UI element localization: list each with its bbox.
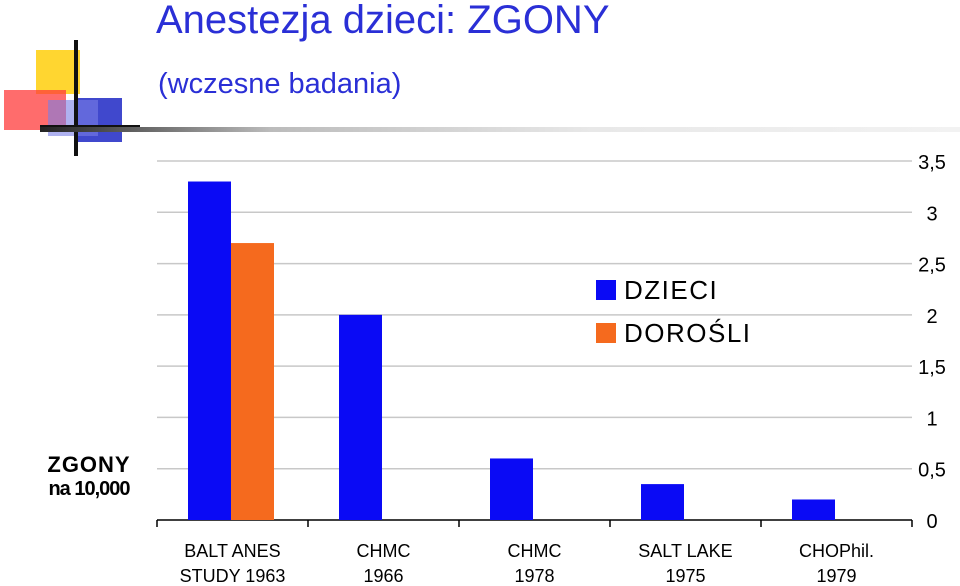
bar-dzieci — [641, 484, 684, 520]
y-axis-label-line1: ZGONY — [47, 452, 131, 477]
legend-label-dzieci: DZIECI — [624, 275, 718, 305]
bar-dzieci — [792, 499, 835, 520]
x-category-label-line1: CHOPhil. — [799, 541, 874, 561]
y-tick-label: 0,5 — [918, 460, 946, 482]
y-tick-label: 3 — [926, 203, 937, 225]
legend-swatch-dzieci — [596, 280, 616, 300]
legend-label-dorosli: DOROŚLI — [624, 318, 752, 348]
legend-swatch-dorosli — [596, 323, 616, 343]
y-tick-label: 3,5 — [918, 152, 946, 174]
page-subtitle: (wczesne badania) — [158, 68, 402, 100]
y-tick-label: 1,5 — [918, 357, 946, 379]
bar-dorosli — [231, 243, 274, 521]
bar-dzieci — [339, 314, 382, 520]
x-category-label-line2: 1975 — [665, 566, 705, 586]
x-category-label-line1: CHMC — [508, 541, 562, 561]
decorative-squares-logo — [4, 40, 140, 156]
bar-dzieci — [490, 458, 533, 520]
page-title: Anestezja dzieci: ZGONY — [156, 0, 610, 42]
header-rule — [40, 127, 960, 132]
x-category-label-line2: STUDY 1963 — [180, 566, 286, 586]
x-category-label-line2: 1966 — [363, 566, 403, 586]
x-category-label-line1: CHMC — [357, 541, 411, 561]
bar-dzieci — [188, 181, 231, 520]
y-tick-label: 1 — [926, 408, 937, 430]
y-tick-label: 2 — [926, 306, 937, 328]
x-category-label-line2: 1979 — [816, 566, 856, 586]
y-tick-label: 2,5 — [918, 255, 946, 277]
y-axis-label-line2: na 10,000 — [48, 478, 130, 500]
y-axis-label: ZGONY na 10,000 — [30, 452, 148, 501]
x-category-label-line1: BALT ANES — [184, 541, 280, 561]
y-tick-label: 0 — [926, 511, 937, 533]
x-category-label-line2: 1978 — [514, 566, 554, 586]
x-category-label-line1: SALT LAKE — [638, 541, 732, 561]
